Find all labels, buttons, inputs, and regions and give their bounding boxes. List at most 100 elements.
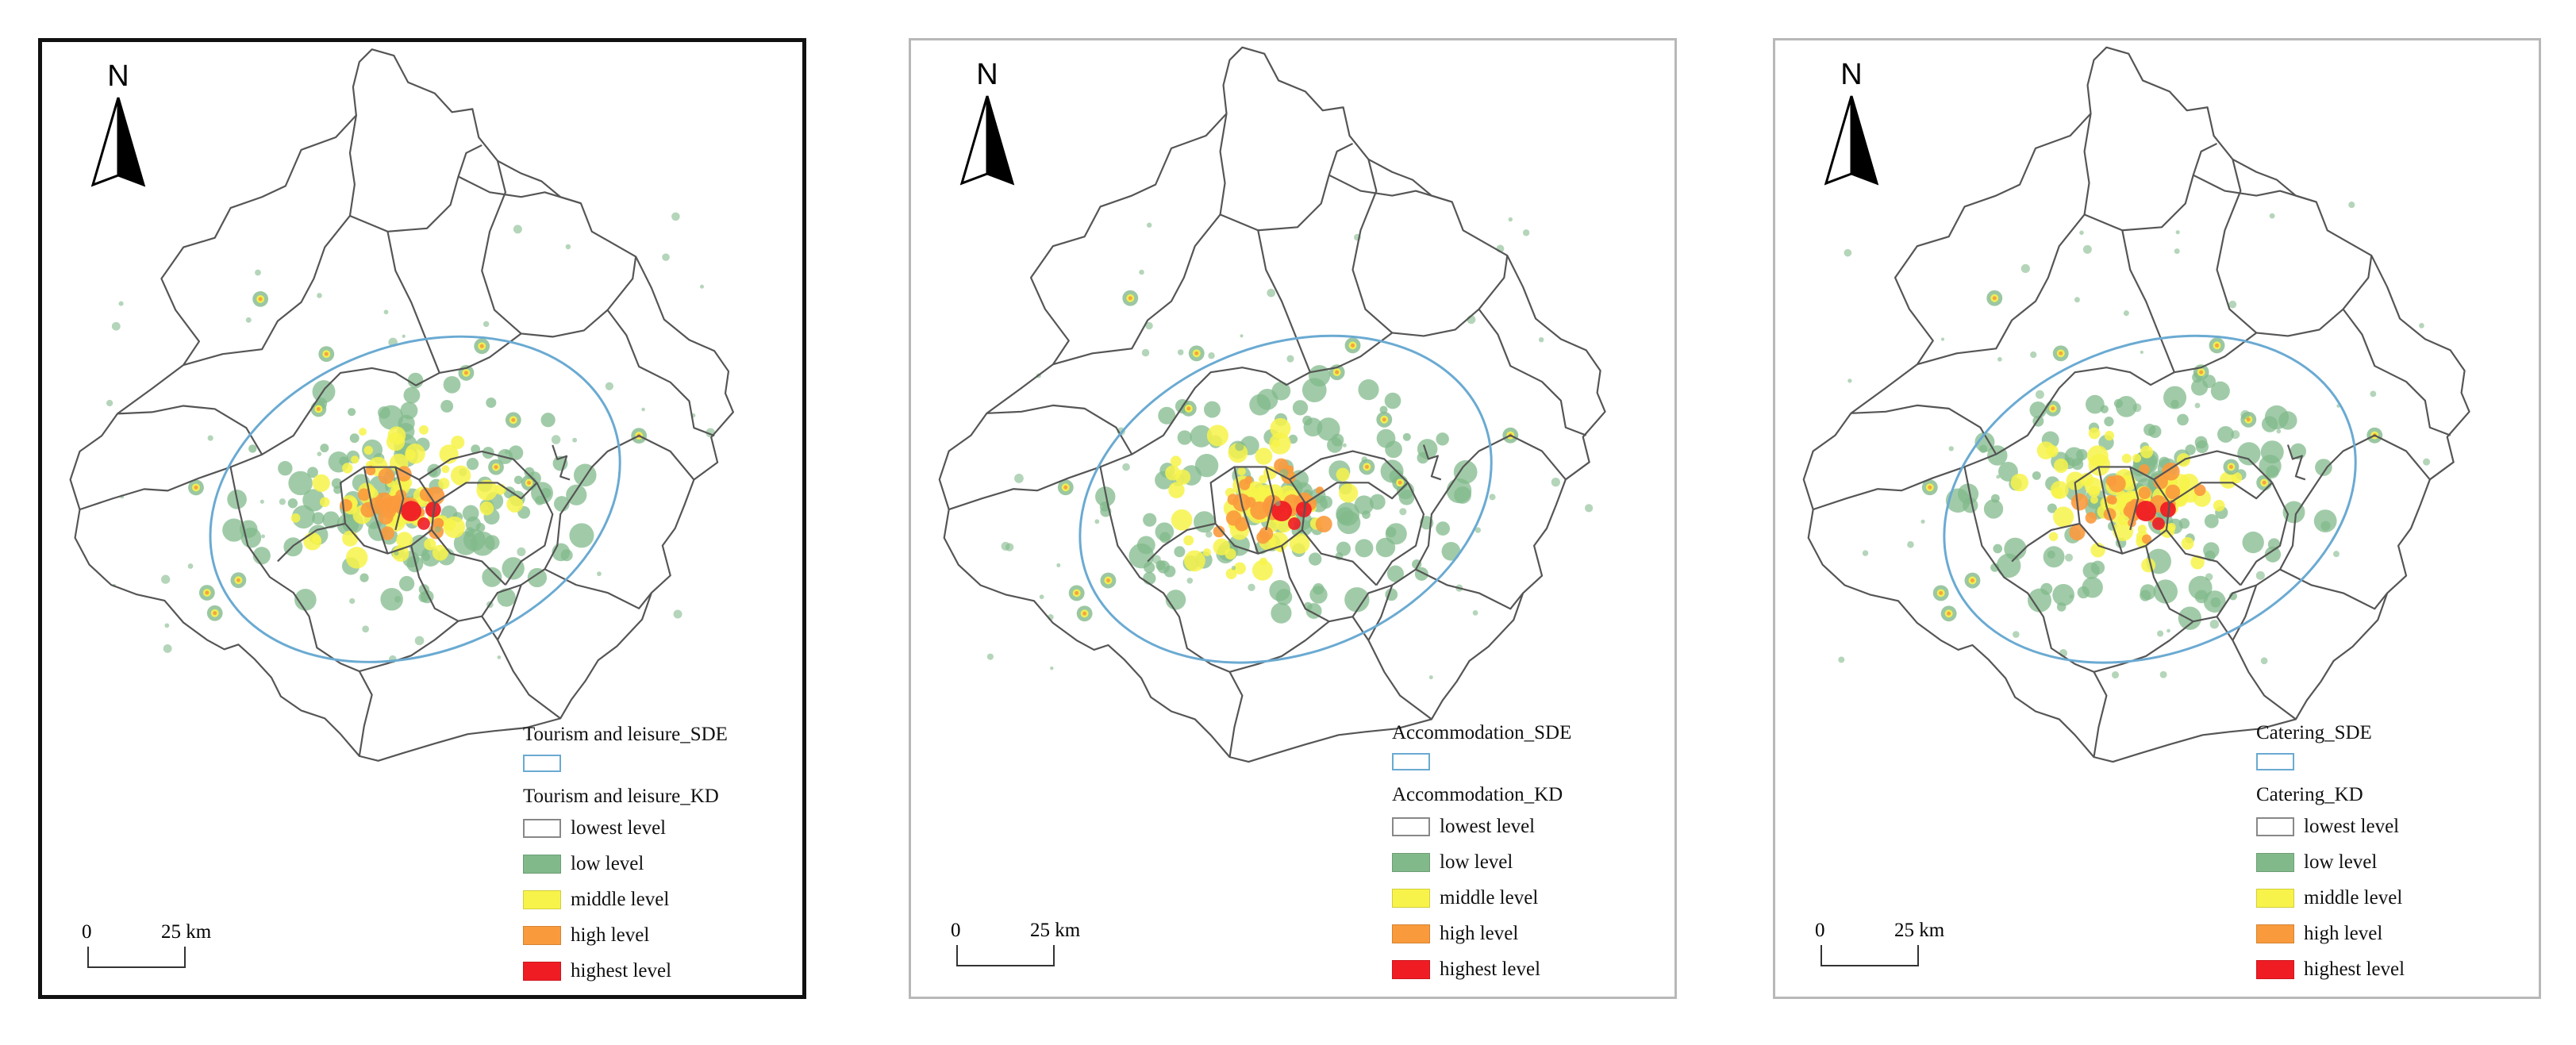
legend-level-label: high level: [1440, 922, 1519, 944]
density-blob: [1128, 543, 1155, 569]
density-blob: [2209, 620, 2220, 629]
legend-level-label: highest level: [571, 959, 672, 982]
density-blob: [2199, 370, 2204, 375]
density-blob: [1907, 541, 1914, 548]
density-blob: [1335, 370, 1340, 375]
density-blob: [1286, 355, 1294, 363]
legend-swatch-low: [523, 854, 561, 874]
district-border: [2166, 529, 2242, 586]
density-blob: [1384, 392, 1401, 409]
density-blob: [2185, 444, 2196, 455]
density-layer: [106, 212, 716, 663]
density-blob: [401, 501, 422, 521]
district-border: [1289, 450, 1425, 586]
density-blob: [1122, 463, 1130, 471]
density-blob: [2203, 542, 2220, 559]
density-blob: [1039, 594, 1044, 600]
density-blob: [465, 527, 475, 537]
density-blob: [466, 458, 479, 471]
density-blob: [513, 475, 523, 485]
density-blob: [1970, 578, 1974, 582]
density-blob: [2204, 513, 2219, 528]
density-blob: [1248, 583, 1255, 592]
density-layer: [986, 217, 1594, 680]
density-blob: [1275, 589, 1293, 605]
legend-item-high: high level: [1392, 916, 1571, 951]
density-blob: [2123, 310, 2129, 317]
density-blob: [1344, 587, 1370, 613]
density-blob: [540, 413, 556, 428]
density-blob: [1001, 541, 1010, 551]
district-border: [497, 584, 522, 640]
density-blob: [1202, 548, 1212, 557]
density-blob: [2138, 486, 2151, 500]
district-border: [2097, 467, 2124, 555]
district-map: [1802, 46, 2470, 763]
map-legend: Accommodation_SDE Accommodation_KD lowes…: [1392, 720, 1571, 987]
density-blob: [451, 435, 465, 450]
district-border: [1233, 467, 1259, 555]
density-blob: [362, 625, 370, 633]
density-blob: [333, 486, 342, 494]
density-blob: [1309, 365, 1331, 387]
legend-sde-label: Tourism and leisure_SDE: [523, 724, 728, 745]
density-blob: [357, 488, 371, 501]
density-layer: [1838, 202, 2431, 679]
density-blob: [463, 371, 468, 375]
north-arrow-icon: [1824, 95, 1879, 186]
density-blob: [418, 425, 429, 435]
map-panel-tourism[interactable]: N Tourism and leisure_SDE Tourism and le…: [38, 38, 806, 999]
district-border: [410, 545, 459, 622]
density-blob: [506, 495, 524, 513]
legend-item-high: high level: [2256, 916, 2405, 951]
density-blob: [1128, 296, 1132, 301]
density-blob: [486, 397, 497, 409]
density-blob: [2163, 386, 2187, 409]
district-border: [1301, 529, 1378, 586]
density-blob: [2260, 657, 2268, 665]
density-blob: [1355, 539, 1374, 558]
district-border: [1351, 434, 1567, 617]
density-blob: [2056, 602, 2067, 612]
density-blob: [1225, 548, 1236, 560]
density-blob: [2228, 300, 2237, 309]
legend-swatch-highest: [2256, 959, 2294, 979]
density-blob: [1538, 337, 1544, 343]
density-blob: [342, 463, 353, 474]
density-blob: [1095, 486, 1116, 507]
density-blob: [403, 386, 421, 404]
density-blob: [1141, 348, 1150, 357]
density-blob: [2205, 573, 2213, 581]
density-blob: [2048, 532, 2059, 541]
district-border: [1478, 308, 1587, 436]
density-blob: [1143, 513, 1157, 527]
north-arrow: N: [87, 60, 150, 194]
density-blob: [497, 588, 516, 607]
density-blob: [1379, 405, 1388, 414]
map-panel-catering[interactable]: N Catering_SDE Catering_KD lowest level l…: [1773, 38, 2541, 999]
density-blob: [2315, 459, 2332, 476]
density-blob: [1213, 525, 1225, 538]
density-blob: [1838, 656, 1845, 663]
density-blob: [2313, 509, 2337, 532]
map-panel-accommodation[interactable]: N Accommodation_SDE Accommodation_KD low…: [909, 38, 1677, 999]
density-blob: [322, 511, 340, 529]
district-border: [1052, 113, 1228, 366]
district-border: [1265, 467, 1275, 531]
density-blob: [1271, 602, 1292, 624]
density-blob: [1847, 378, 1852, 383]
density-blob: [1920, 519, 1925, 524]
density-blob: [440, 400, 454, 413]
density-blob: [1255, 448, 1273, 465]
density-blob: [1508, 217, 1513, 222]
district-border: [434, 482, 538, 505]
density-blob: [317, 451, 322, 457]
density-blob: [417, 517, 430, 530]
legend-item-highest: highest level: [2256, 951, 2405, 987]
legend-swatch-high: [2256, 924, 2294, 943]
district-border: [1220, 142, 1354, 232]
legend-item-highest: highest level: [1392, 951, 1571, 987]
legend-item-lowest: lowest level: [523, 810, 728, 846]
density-blob: [317, 293, 322, 298]
density-blob: [2085, 512, 2097, 524]
